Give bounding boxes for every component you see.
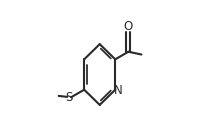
Text: S: S xyxy=(65,91,73,104)
Text: O: O xyxy=(124,20,133,33)
Text: N: N xyxy=(114,84,123,97)
